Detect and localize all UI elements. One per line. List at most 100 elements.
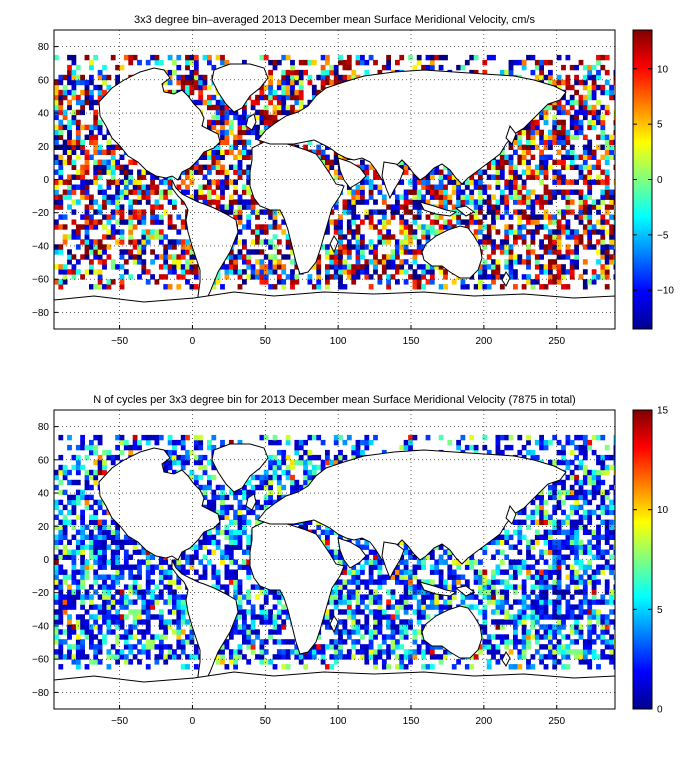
- heatmap-cell: [285, 239, 291, 245]
- heatmap-cell: [89, 474, 94, 481]
- heatmap-cell: [412, 274, 418, 280]
- heatmap-cell: [54, 469, 59, 476]
- heatmap-cell: [360, 54, 365, 61]
- heatmap-cell: [224, 184, 230, 190]
- heatmap-cell: [119, 284, 125, 290]
- heatmap-cell: [268, 474, 273, 481]
- heatmap-cell: [75, 139, 81, 145]
- heatmap-cell: [329, 164, 335, 170]
- heatmap-cell: [71, 564, 77, 570]
- heatmap-cell: [552, 214, 558, 220]
- heatmap-cell: [67, 194, 72, 200]
- heatmap-cell: [517, 129, 523, 136]
- heatmap-cell: [132, 584, 138, 590]
- heatmap-cell: [141, 244, 147, 250]
- heatmap-cell: [338, 284, 343, 290]
- heatmap-cell: [552, 79, 558, 86]
- heatmap-cell: [250, 624, 256, 630]
- heatmap-cell: [220, 54, 225, 61]
- heatmap-cell: [325, 284, 330, 290]
- heatmap-cell: [346, 274, 352, 280]
- heatmap-cell: [180, 274, 186, 280]
- heatmap-cell: [486, 194, 492, 200]
- heatmap-cell: [290, 274, 295, 280]
- heatmap-cell: [115, 189, 120, 195]
- heatmap-cell: [613, 154, 615, 160]
- heatmap-cell: [128, 564, 134, 570]
- heatmap-cell: [202, 54, 208, 61]
- heatmap-cell: [552, 119, 558, 126]
- heatmap-cell: [97, 274, 103, 280]
- heatmap-cell: [290, 89, 295, 96]
- heatmap-cell: [412, 184, 418, 190]
- heatmap-cell: [58, 454, 64, 461]
- heatmap-cell: [478, 269, 483, 275]
- heatmap-cell: [141, 169, 147, 175]
- heatmap-cell: [412, 189, 418, 195]
- heatmap-cell: [543, 249, 549, 255]
- heatmap-cell: [246, 534, 252, 540]
- heatmap-cell: [399, 264, 405, 270]
- heatmap-cell: [158, 179, 164, 185]
- heatmap-cell: [237, 564, 243, 570]
- heatmap-cell: [163, 659, 169, 665]
- heatmap-cell: [67, 594, 72, 600]
- heatmap-cell: [561, 139, 566, 145]
- heatmap-cell: [220, 529, 225, 535]
- heatmap-cell: [75, 134, 81, 140]
- heatmap-cell: [574, 244, 579, 250]
- heatmap-cell: [224, 664, 230, 670]
- heatmap-cell: [246, 149, 252, 155]
- heatmap-cell: [386, 279, 391, 285]
- heatmap-cell: [58, 154, 64, 160]
- heatmap-cell: [539, 169, 544, 175]
- heatmap-cell: [259, 614, 265, 620]
- heatmap-cell: [403, 249, 409, 255]
- heatmap-cell: [530, 189, 536, 195]
- heatmap-cell: [242, 519, 247, 525]
- heatmap-cell: [189, 469, 195, 476]
- heatmap-cell: [276, 224, 282, 230]
- heatmap-cell: [508, 259, 514, 265]
- heatmap-cell: [110, 629, 116, 635]
- heatmap-cell: [237, 584, 243, 590]
- heatmap-cell: [115, 164, 120, 170]
- heatmap-cell: [513, 164, 518, 170]
- heatmap-cell: [128, 574, 134, 580]
- heatmap-cell: [259, 129, 265, 136]
- heatmap-cell: [89, 539, 94, 545]
- heatmap-cell: [237, 609, 243, 615]
- heatmap-cell: [228, 489, 234, 496]
- heatmap-cell: [80, 549, 85, 555]
- heatmap-cell: [84, 534, 90, 540]
- heatmap-cell: [259, 434, 265, 441]
- heatmap-cell: [377, 189, 383, 195]
- heatmap-cell: [604, 104, 610, 111]
- heatmap-cell: [110, 559, 116, 565]
- heatmap-cell: [526, 149, 531, 155]
- heatmap-cell: [93, 569, 99, 575]
- heatmap-cell: [106, 619, 112, 625]
- heatmap-cell: [93, 144, 99, 150]
- heatmap-cell: [193, 454, 199, 461]
- heatmap-cell: [145, 554, 151, 560]
- heatmap-cell: [228, 439, 234, 446]
- heatmap-cell: [613, 209, 615, 215]
- heatmap-cell: [67, 174, 72, 180]
- heatmap-cell: [54, 594, 59, 600]
- heatmap-cell: [604, 149, 610, 155]
- heatmap-cell: [412, 279, 418, 285]
- heatmap-cell: [596, 204, 601, 210]
- heatmap-cell: [89, 244, 94, 250]
- heatmap-cell: [368, 219, 374, 225]
- heatmap-cell: [582, 164, 588, 170]
- heatmap-cell: [438, 199, 444, 205]
- heatmap-cell: [250, 584, 256, 590]
- heatmap-cell: [167, 654, 173, 660]
- heatmap-cell: [233, 269, 238, 275]
- heatmap-cell: [513, 174, 518, 180]
- heatmap-cell: [84, 524, 90, 530]
- heatmap-cell: [552, 179, 558, 185]
- heatmap-cell: [495, 259, 501, 265]
- heatmap-cell: [429, 184, 435, 190]
